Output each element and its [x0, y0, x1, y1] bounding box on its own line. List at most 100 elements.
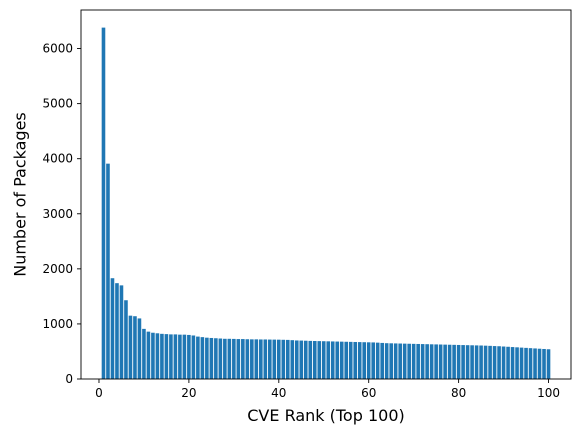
bar [411, 343, 416, 379]
bar [241, 339, 245, 379]
bar [160, 333, 164, 379]
bar [169, 334, 173, 379]
y-tick-label: 2000 [42, 262, 73, 276]
bar [366, 342, 371, 379]
bar [200, 337, 205, 379]
bar [515, 347, 519, 379]
bar [452, 344, 456, 379]
bar [137, 318, 142, 379]
bar [142, 328, 146, 379]
bar [312, 341, 317, 379]
bar [281, 339, 286, 379]
bar [537, 348, 542, 379]
bar [272, 339, 277, 379]
bar [133, 316, 137, 379]
bar [250, 339, 254, 379]
bar [375, 342, 380, 379]
bars-group [101, 27, 551, 380]
bar [308, 340, 313, 379]
bar [106, 163, 110, 379]
bar [533, 348, 537, 379]
bar [465, 345, 470, 379]
bar [335, 341, 340, 379]
bar [362, 342, 367, 379]
bar [447, 344, 452, 379]
bar [119, 285, 124, 379]
bar [497, 346, 501, 379]
bar [151, 332, 155, 379]
bar [263, 339, 268, 379]
bar [393, 343, 398, 379]
bar [259, 339, 263, 379]
x-tick-label: 0 [95, 386, 103, 400]
bar [443, 344, 447, 379]
bar [389, 343, 393, 379]
bar [398, 343, 402, 379]
bar [330, 341, 335, 379]
bar [321, 341, 326, 379]
bar [492, 346, 497, 379]
bar [218, 338, 223, 379]
bar [209, 337, 214, 379]
bar [101, 27, 106, 380]
bar [474, 345, 479, 379]
bar [205, 337, 209, 379]
bar [339, 341, 344, 379]
bar [191, 335, 196, 379]
bar [290, 340, 295, 379]
bar [128, 315, 133, 379]
bar [542, 348, 546, 379]
bar [232, 338, 236, 379]
bar [479, 345, 483, 379]
bar [236, 339, 241, 379]
bar [182, 334, 187, 379]
bar [420, 344, 425, 379]
bar [438, 344, 443, 379]
bar [519, 347, 524, 379]
bar [178, 334, 182, 379]
y-tick-label: 0 [65, 372, 73, 386]
bar [510, 347, 515, 379]
y-tick-label: 5000 [42, 97, 73, 111]
x-tick-label: 20 [181, 386, 196, 400]
bar [294, 340, 299, 379]
bar [124, 300, 128, 379]
bar [245, 339, 250, 379]
bar [506, 346, 510, 379]
bar [524, 347, 528, 379]
bar [407, 343, 411, 379]
bar [164, 334, 169, 379]
bar [470, 345, 474, 379]
x-tick-label: 60 [361, 386, 376, 400]
bar [344, 341, 349, 379]
bar [326, 341, 331, 379]
bar [528, 348, 533, 379]
x-tick-label: 80 [451, 386, 466, 400]
bar [434, 344, 438, 379]
bar [546, 349, 551, 379]
bar [110, 278, 115, 379]
bar [146, 331, 151, 379]
bar [384, 343, 389, 379]
plot-frame [80, 9, 572, 380]
bar [483, 345, 488, 379]
bar [380, 342, 384, 379]
bar [348, 341, 353, 379]
bar [317, 341, 322, 379]
y-axis-ticks: 0 1000 2000 3000 4000 5000 6000 [42, 42, 81, 386]
bar [488, 345, 492, 379]
bar [461, 345, 465, 379]
bar [402, 343, 407, 379]
bar [357, 342, 362, 379]
x-tick-label: 100 [537, 386, 560, 400]
bar [196, 336, 200, 379]
bar [254, 339, 259, 379]
bar [371, 342, 375, 379]
bar [353, 341, 358, 379]
bar [299, 340, 304, 379]
bar [303, 340, 308, 379]
bar [277, 339, 281, 379]
y-axis-label: Number of Packages [11, 112, 30, 277]
x-axis-ticks: 0 20 40 60 80 100 [95, 379, 560, 400]
